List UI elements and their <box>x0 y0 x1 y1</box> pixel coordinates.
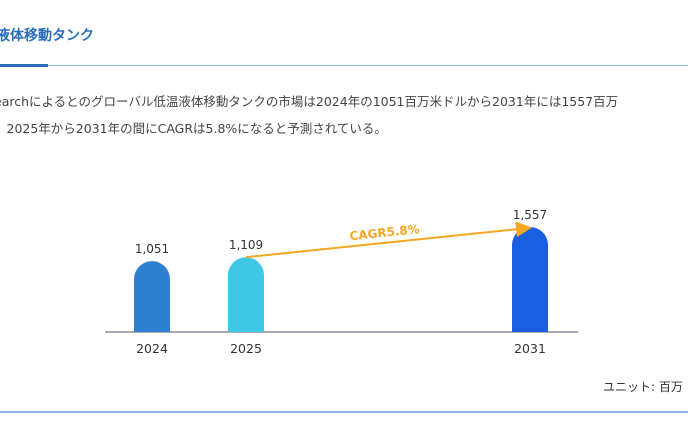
value-label-2025: 1,109 <box>229 238 263 252</box>
unit-label: ユニット: 百万 <box>603 380 683 394</box>
section-title: 液体移動タンク <box>0 28 94 44</box>
market-description: earchによるとのグローバル低温液体移動タンクの市場は2024年の1051百万… <box>0 88 688 142</box>
x-tick-label-2031: 2031 <box>514 341 546 356</box>
value-label-2031: 1,557 <box>513 208 547 222</box>
x-tick-label-2025: 2025 <box>230 341 262 356</box>
bar-2024 <box>134 261 170 332</box>
bar-2025 <box>228 257 264 332</box>
bottom-divider <box>0 411 688 413</box>
x-tick-label-2024: 2024 <box>136 341 168 356</box>
bar-2031 <box>512 227 548 332</box>
title-divider <box>0 65 688 66</box>
cagr-arrow <box>245 221 532 259</box>
title-divider-accent <box>0 64 48 67</box>
value-label-2024: 1,051 <box>135 242 169 256</box>
description-line-1: earchによるとのグローバル低温液体移動タンクの市場は2024年の1051百万… <box>0 94 619 109</box>
description-line-2: 、2025年から2031年の間にCAGRは5.8%になると予測されている。 <box>0 121 387 136</box>
